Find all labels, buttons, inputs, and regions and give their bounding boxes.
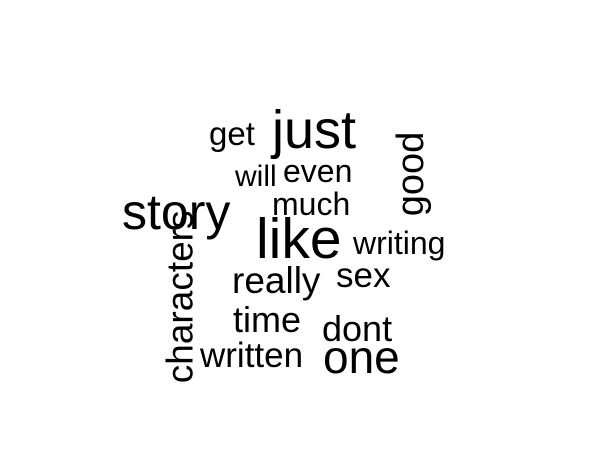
word-really: really	[232, 260, 321, 301]
word-just: just	[272, 100, 357, 160]
word-even: even	[283, 153, 353, 189]
word-will: will	[235, 160, 277, 193]
word-like: like	[256, 207, 342, 271]
word-dont: dont	[322, 308, 393, 349]
word-time: time	[233, 299, 302, 340]
word-writing: writing	[353, 225, 446, 261]
word-much: much	[272, 186, 351, 222]
word-characters: characters	[159, 210, 201, 384]
word-one: one	[323, 331, 400, 383]
word-written: written	[200, 336, 304, 375]
word-good: good	[390, 131, 432, 217]
word-story: story	[122, 184, 231, 240]
word-sex: sex	[336, 256, 391, 295]
word-get: get	[209, 115, 255, 152]
